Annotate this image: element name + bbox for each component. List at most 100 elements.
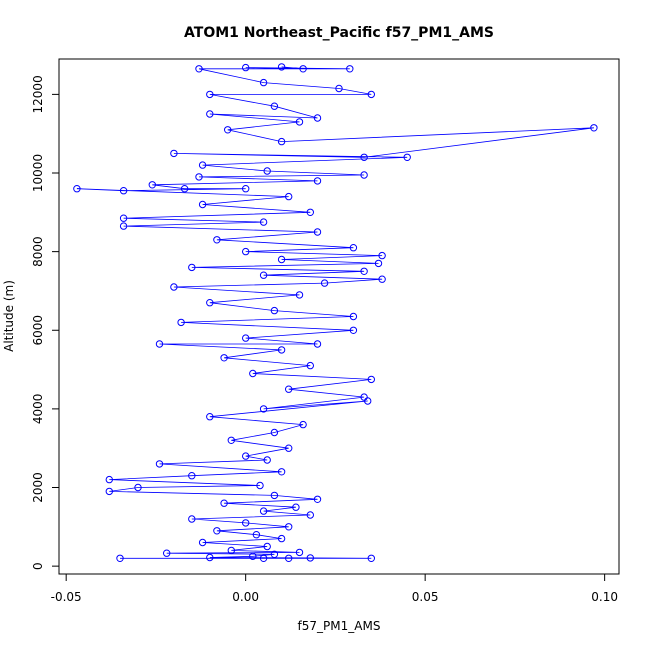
data-point [119, 222, 128, 230]
data-point [349, 326, 358, 334]
data-point [188, 472, 196, 480]
data-point [367, 90, 375, 99]
x-tick-label: -0.05 [51, 590, 82, 604]
data-point [313, 495, 322, 503]
data-point [313, 114, 322, 122]
data-point [360, 267, 368, 275]
data-point [119, 187, 128, 195]
data-point [73, 185, 81, 193]
data-point [306, 511, 314, 519]
data-point [313, 340, 322, 348]
data-point [116, 554, 124, 562]
data-point [306, 361, 314, 370]
data-point [367, 375, 375, 384]
data-point [263, 456, 271, 464]
data-point [195, 65, 203, 73]
data-point [320, 279, 329, 287]
data-point [335, 84, 343, 93]
data-point [313, 177, 322, 185]
data-point [277, 468, 286, 476]
data-point [220, 499, 228, 507]
data-point [206, 299, 214, 307]
data-point [105, 487, 114, 496]
data-point [220, 354, 228, 362]
data-point [119, 214, 128, 222]
data-point [360, 171, 368, 179]
data-point [259, 78, 268, 87]
data-point [188, 515, 196, 523]
data-point [198, 538, 207, 547]
y-tick-label: 6000 [31, 315, 45, 346]
data-point [295, 548, 304, 557]
data-point [349, 312, 358, 321]
data-point [277, 63, 286, 71]
data-point [155, 460, 164, 468]
data-point [206, 413, 214, 421]
data-point [148, 181, 157, 189]
y-tick-label: 4000 [31, 394, 45, 425]
data-point [270, 491, 279, 500]
y-axis: 0 2000 4000 6000 8000 10000 12000 [31, 75, 59, 570]
data-point [349, 244, 358, 252]
data-point [285, 554, 293, 562]
data-point [360, 393, 368, 401]
data-point [206, 90, 214, 99]
data-point [306, 554, 314, 562]
data-point [378, 251, 386, 260]
data-point [306, 208, 314, 217]
y-tick-label: 10000 [31, 154, 45, 192]
data-point [198, 161, 207, 169]
data-point [292, 503, 300, 511]
data-point [277, 255, 286, 264]
data-point [227, 546, 236, 555]
data-point [242, 519, 250, 527]
x-tick-label: 0.05 [412, 590, 439, 604]
x-tick-label: 0.10 [591, 590, 618, 604]
data-point [134, 483, 142, 492]
data-point [285, 385, 293, 393]
data-point [242, 334, 250, 342]
data-point [180, 185, 189, 193]
data-point [206, 110, 214, 118]
data-point [256, 481, 264, 490]
plot-frame [58, 58, 620, 575]
chart-title: ATOM1 Northeast_Pacific f57_PM1_AMS [184, 25, 494, 41]
data-point [242, 452, 250, 460]
data-point [590, 124, 598, 132]
data-point [155, 340, 164, 348]
data-point [195, 173, 203, 181]
data-point [224, 126, 232, 134]
data-point [285, 523, 293, 531]
x-tick-label: 0.00 [232, 590, 259, 604]
data-point [227, 436, 236, 444]
data-point [188, 263, 196, 272]
y-tick-label: 8000 [31, 236, 45, 267]
y-tick-label: 12000 [31, 75, 45, 113]
data-point [259, 271, 268, 279]
data-point [270, 428, 279, 437]
data-point [263, 167, 271, 175]
data-point [163, 549, 171, 557]
data-point [277, 137, 286, 146]
data-point [295, 291, 304, 299]
data-point [170, 283, 178, 291]
data-point [170, 149, 178, 158]
data-point [299, 420, 307, 429]
data-point [403, 153, 411, 162]
data-point [277, 346, 286, 354]
data-point [263, 542, 271, 551]
y-tick-label: 2000 [31, 472, 45, 503]
data-layer [73, 63, 598, 562]
data-point [177, 318, 185, 327]
data-point [285, 444, 293, 452]
data-point [277, 534, 286, 543]
data-point [346, 65, 354, 73]
data-point [374, 259, 383, 268]
data-point [198, 200, 207, 209]
data-point [259, 507, 268, 515]
x-axis: -0.05 0.00 0.05 0.10 [51, 574, 618, 604]
y-axis-label: Altitude (m) [2, 280, 16, 352]
data-point [285, 192, 293, 201]
data-point [270, 102, 279, 110]
